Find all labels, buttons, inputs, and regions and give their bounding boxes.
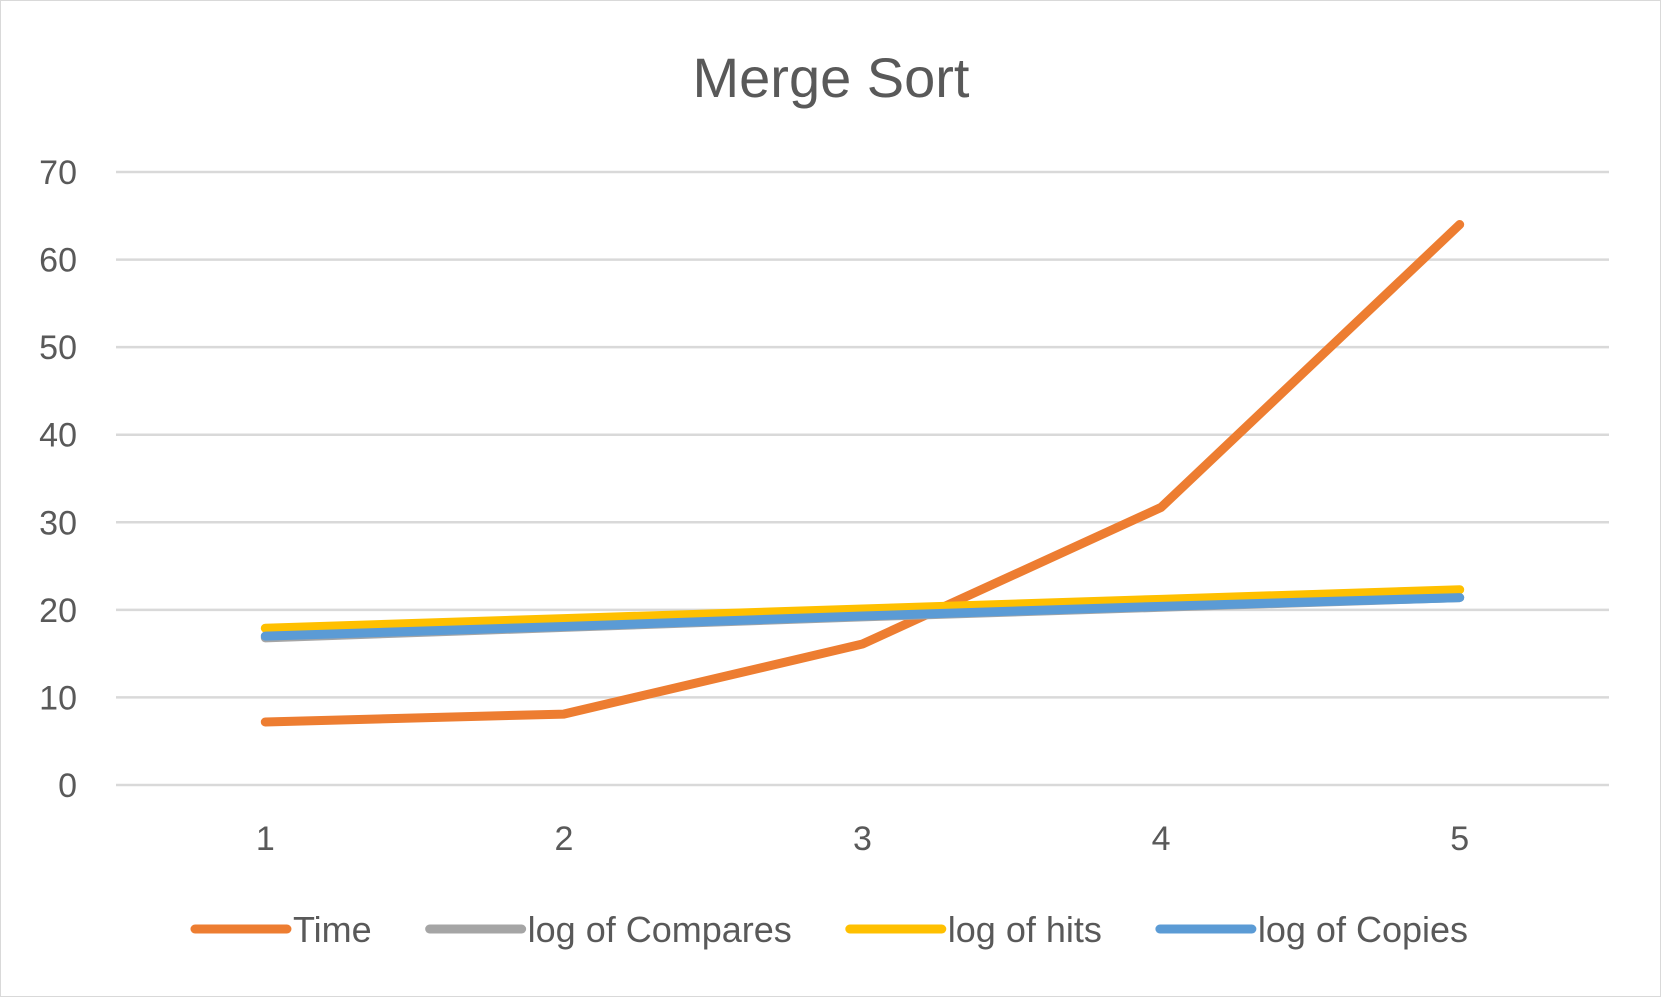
x-axis-ticks: 1 2 3 4 5 [256,820,1469,858]
series-line-time [260,220,1465,727]
y-tick-label: 50 [39,329,77,367]
legend-label: log of Copies [1258,909,1468,950]
y-tick-label: 70 [39,154,77,192]
legend-label: log of hits [948,909,1102,950]
y-tick-label: 30 [39,504,77,542]
gridlines [116,170,1609,787]
legend: Time log of Compares log of hits log of Cop… [190,909,1468,950]
legend-item: log of Copies [1155,909,1468,950]
x-tick-label: 2 [554,820,573,858]
legend-item: log of Compares [425,909,792,950]
legend-label: log of Compares [528,909,792,950]
legend-item: log of hits [845,909,1102,950]
y-tick-label: 10 [39,679,77,717]
y-tick-label: 20 [39,592,77,630]
y-tick-label: 0 [58,767,77,805]
y-axis-ticks: 0 10 20 30 40 50 60 70 [39,154,77,805]
series-line-log-of-copies [260,593,1465,641]
series-line-log-of-hits [260,585,1465,633]
legend-label: Time [293,909,372,950]
x-tick-label: 4 [1152,820,1171,858]
chart-title: Merge Sort [693,46,970,109]
legend-item: Time [190,909,372,950]
y-tick-label: 40 [39,417,77,455]
y-tick-label: 60 [39,242,77,280]
series-lines [260,220,1465,727]
x-tick-label: 3 [853,820,872,858]
x-tick-label: 1 [256,820,275,858]
x-tick-label: 5 [1450,820,1469,858]
